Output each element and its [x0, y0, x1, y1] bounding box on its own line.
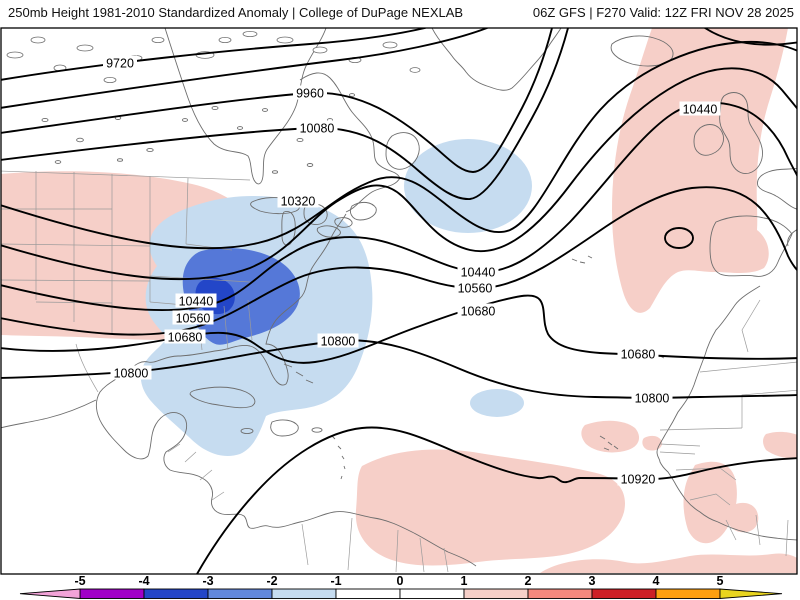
colorbar-segment — [271, 588, 337, 599]
colorbar-segment — [527, 588, 593, 599]
shade-neg1-midatlantic — [404, 139, 532, 233]
contour-label-halo — [631, 390, 673, 405]
contour-label: 10560 — [458, 282, 493, 296]
shade-pos-small-1 — [642, 435, 663, 451]
colorbar-segment — [207, 588, 273, 599]
contour-10080 — [1, 28, 569, 200]
shade-pos-small-2 — [727, 502, 759, 533]
colorbar-left-arrow — [19, 588, 81, 599]
contour-label-halo — [103, 55, 137, 70]
contour-label-halo — [277, 193, 319, 208]
contour-corner-arc — [704, 28, 797, 46]
contour-label-halo — [164, 329, 206, 344]
contour-9720 — [1, 28, 426, 81]
colorbar-tick: 4 — [653, 574, 660, 588]
contour-label-halo — [454, 280, 496, 295]
coastlines — [1, 28, 797, 567]
contour-label-group: 9720 9960 10080 10320 10440 10560 10680 10800 10… — [103, 55, 721, 487]
contour-label: 9960 — [296, 87, 324, 101]
contour-label-halo — [296, 120, 338, 135]
contour-9960 — [1, 28, 553, 173]
colorbar-segment — [79, 588, 145, 599]
colorbar-tick: 3 — [589, 574, 596, 588]
colorbar-segment — [655, 588, 721, 599]
shade-pos-tropical-atlantic — [355, 449, 625, 566]
product-title: 250mb Height 1981-2010 Standardized Anom… — [8, 5, 464, 20]
contour-label: 9720 — [106, 57, 134, 71]
colorbar-segments — [79, 588, 721, 599]
colorbar-segment — [591, 588, 657, 599]
shade-pos-guinea — [683, 461, 737, 544]
colorbar-tick: -2 — [266, 574, 277, 588]
contour-label: 10680 — [168, 331, 203, 345]
shade-pos-bottom-strip — [540, 553, 797, 573]
contour-label-halo — [617, 471, 659, 486]
contour-label-halo — [457, 264, 499, 279]
contour-label-halo — [679, 101, 721, 116]
contour-10920 — [196, 426, 797, 574]
contour-label: 10680 — [461, 305, 496, 319]
contour-label: 10320 — [281, 195, 316, 209]
contour-label-halo — [172, 310, 214, 325]
colorbar-tick: 5 — [717, 574, 724, 588]
colorbar: -5 -4 -3 -2 -1 0 1 2 3 4 5 — [19, 574, 783, 599]
colorbar-segment — [463, 588, 529, 599]
shade-pos-right-edge — [763, 431, 797, 459]
contour-10200 — [1, 40, 797, 250]
contour-label-halo — [317, 333, 359, 348]
colorbar-tick: 2 — [525, 574, 532, 588]
contour-label: 10920 — [621, 473, 656, 487]
shade-neg1-subtropical — [470, 389, 524, 417]
contour-label-halo — [617, 346, 659, 361]
title-bar: 250mb Height 1981-2010 Standardized Anom… — [8, 5, 794, 20]
colorbar-tick-labels: -5 -4 -3 -2 -1 0 1 2 3 4 5 — [74, 574, 723, 588]
colorbar-tick: -4 — [138, 574, 149, 588]
colorbar-tick: 0 — [397, 574, 404, 588]
contour-label: 10440 — [179, 295, 214, 309]
shade-pos-ne-atlantic — [612, 28, 788, 313]
contour-closed-high — [664, 227, 694, 249]
shade-pos-senegal — [581, 420, 640, 453]
contour-label: 10440 — [683, 103, 718, 117]
contour-label: 10560 — [176, 312, 211, 326]
contour-label: 10080 — [300, 122, 335, 136]
colorbar-segment — [335, 588, 401, 599]
map-frame — [0, 27, 798, 575]
country-borders — [167, 299, 797, 573]
contour-10320 — [1, 67, 797, 281]
contour-label-halo — [457, 303, 499, 318]
contour-label-halo — [293, 85, 327, 100]
contour-label: 10800 — [635, 392, 670, 406]
colorbar-tick: -5 — [74, 574, 85, 588]
colorbar-tick: -1 — [330, 574, 341, 588]
colorbar-tick: -3 — [202, 574, 213, 588]
colorbar-tick: 1 — [461, 574, 468, 588]
colorbar-right-arrow — [719, 588, 783, 599]
contour-label: 10800 — [321, 335, 356, 349]
small-lakes — [41, 93, 356, 174]
contour-9840 — [1, 28, 488, 109]
contour-label: 10800 — [114, 367, 149, 381]
colorbar-segment — [399, 588, 465, 599]
colorbar-segment — [143, 588, 209, 599]
contour-label-halo — [110, 365, 152, 380]
contour-label: 10680 — [621, 348, 656, 362]
model-valid-time: 06Z GFS | F270 Valid: 12Z FRI NOV 28 202… — [532, 5, 794, 20]
contour-label: 10440 — [461, 266, 496, 280]
contour-label-halo — [175, 293, 217, 308]
